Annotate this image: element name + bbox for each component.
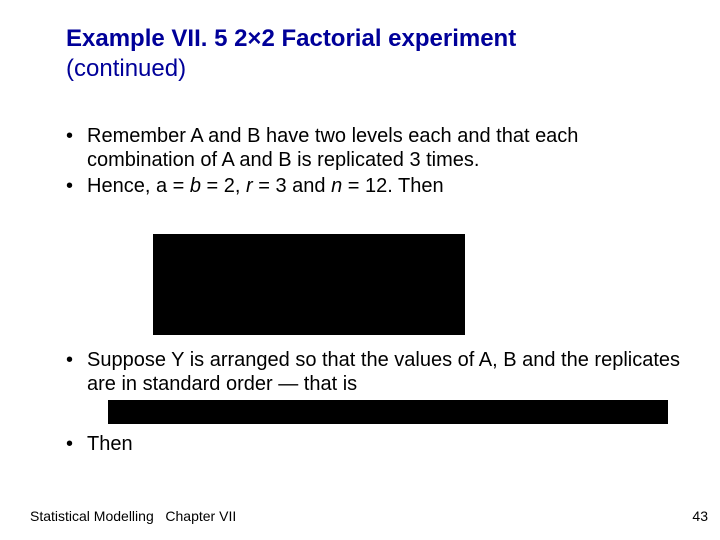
footer: Statistical Modelling Chapter VII: [30, 508, 236, 524]
bullet-marker: •: [66, 432, 73, 456]
footer-left: Statistical Modelling: [30, 508, 154, 524]
list-item: • Remember A and B have two levels each …: [66, 124, 680, 172]
bullet-marker: •: [66, 348, 73, 372]
bullet-text-3: Suppose Y is arranged so that the values…: [87, 348, 680, 396]
bullet-marker: •: [66, 174, 73, 198]
list-item: • Hence, a = b = 2, r = 3 and n = 12. Th…: [66, 174, 680, 198]
title-block: Example VII. 5 2×2 Factorial experiment …: [66, 24, 720, 84]
bullet-list: • Remember A and B have two levels each …: [66, 124, 680, 198]
text-fragment: = 12. Then: [342, 175, 443, 197]
text-fragment: = 2,: [201, 175, 246, 197]
var-n: n: [331, 175, 342, 197]
slide-subtitle: (continued): [66, 54, 720, 84]
slide: Example VII. 5 2×2 Factorial experiment …: [0, 0, 720, 540]
var-r: r: [246, 175, 253, 197]
bullet-text-1: Remember A and B have two levels each an…: [87, 124, 680, 172]
bullet-list-3: • Then: [66, 432, 680, 458]
bullet-text-2: Hence, a = b = 2, r = 3 and n = 12. Then: [87, 174, 444, 198]
bullet-list-2: • Suppose Y is arranged so that the valu…: [66, 348, 680, 398]
list-item: • Suppose Y is arranged so that the valu…: [66, 348, 680, 396]
var-b: b: [190, 175, 201, 197]
bullet-marker: •: [66, 124, 73, 148]
footer-chapter: Chapter VII: [165, 508, 236, 524]
page-number: 43: [692, 508, 708, 524]
slide-title: Example VII. 5 2×2 Factorial experiment: [66, 24, 720, 54]
text-fragment: Hence, a =: [87, 175, 190, 197]
list-item: • Then: [66, 432, 680, 456]
bullet-text-4: Then: [87, 432, 133, 456]
text-fragment: = 3 and: [253, 175, 331, 197]
equation-placeholder-2: [108, 400, 668, 424]
equation-placeholder-1: [153, 234, 465, 335]
